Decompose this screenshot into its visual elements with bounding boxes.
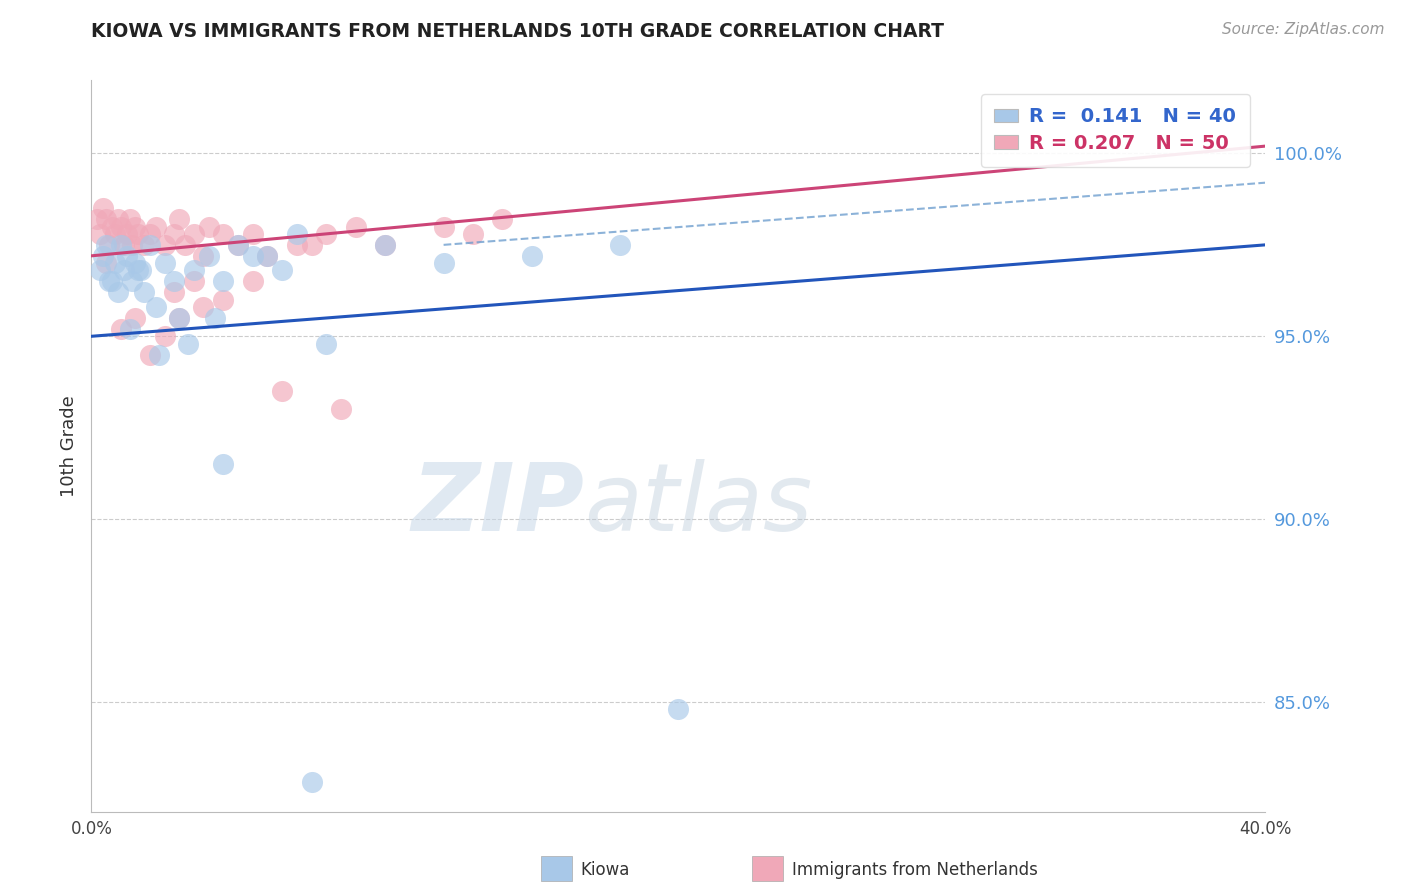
Point xyxy=(162,275,184,289)
Point xyxy=(107,285,129,300)
Text: Immigrants from Netherlands: Immigrants from Netherlands xyxy=(792,861,1038,879)
Point xyxy=(153,238,176,252)
Point xyxy=(374,238,396,252)
Point xyxy=(191,300,214,314)
Point xyxy=(153,329,176,343)
Point xyxy=(315,227,337,241)
Point xyxy=(110,322,132,336)
Point xyxy=(139,227,162,241)
Point xyxy=(204,311,226,326)
Point xyxy=(145,300,167,314)
Point xyxy=(169,311,191,326)
Point xyxy=(374,238,396,252)
Point xyxy=(242,227,264,241)
Point xyxy=(191,249,214,263)
Point xyxy=(134,285,156,300)
Point xyxy=(101,275,124,289)
Point xyxy=(134,238,156,252)
Point xyxy=(183,227,205,241)
Point xyxy=(433,256,456,270)
Point xyxy=(145,219,167,234)
Point xyxy=(197,219,219,234)
Point xyxy=(129,263,152,277)
Point xyxy=(110,219,132,234)
Point xyxy=(101,219,124,234)
Point xyxy=(94,238,117,252)
Point xyxy=(112,238,135,252)
Point xyxy=(183,263,205,277)
Point xyxy=(256,249,278,263)
Point xyxy=(169,212,191,227)
Point xyxy=(91,202,114,216)
Point xyxy=(609,238,631,252)
Point xyxy=(115,227,138,241)
Point xyxy=(329,402,352,417)
Point xyxy=(285,227,308,241)
Point xyxy=(242,249,264,263)
Point xyxy=(212,275,235,289)
Point xyxy=(124,311,146,326)
Point xyxy=(127,263,149,277)
Text: ZIP: ZIP xyxy=(412,458,585,550)
Point xyxy=(89,263,111,277)
Point xyxy=(162,227,184,241)
Point xyxy=(98,275,121,289)
Legend: R =  0.141   N = 40, R = 0.207   N = 50: R = 0.141 N = 40, R = 0.207 N = 50 xyxy=(981,94,1250,167)
Point xyxy=(212,227,235,241)
Point xyxy=(104,227,127,241)
Point xyxy=(127,227,149,241)
Point xyxy=(301,775,323,789)
Point xyxy=(110,238,132,252)
Point xyxy=(666,702,689,716)
Point xyxy=(256,249,278,263)
Text: Kiowa: Kiowa xyxy=(581,861,630,879)
Point xyxy=(148,348,170,362)
Point xyxy=(107,212,129,227)
Point xyxy=(271,263,294,277)
Point xyxy=(169,311,191,326)
Point xyxy=(121,275,143,289)
Point xyxy=(98,238,121,252)
Point xyxy=(226,238,249,252)
Point xyxy=(183,275,205,289)
Point xyxy=(491,212,513,227)
Point xyxy=(86,212,108,227)
Text: Source: ZipAtlas.com: Source: ZipAtlas.com xyxy=(1222,22,1385,37)
Point xyxy=(226,238,249,252)
Point xyxy=(162,285,184,300)
Point xyxy=(177,336,200,351)
Point xyxy=(118,322,141,336)
Point xyxy=(285,238,308,252)
Point xyxy=(89,227,111,241)
Point xyxy=(118,212,141,227)
Point xyxy=(94,212,117,227)
Point xyxy=(139,238,162,252)
Point xyxy=(124,219,146,234)
Text: atlas: atlas xyxy=(585,459,813,550)
Point xyxy=(520,249,543,263)
Point xyxy=(104,256,127,270)
Y-axis label: 10th Grade: 10th Grade xyxy=(59,395,77,497)
Point xyxy=(271,384,294,399)
Point xyxy=(212,458,235,472)
Point xyxy=(153,256,176,270)
Text: KIOWA VS IMMIGRANTS FROM NETHERLANDS 10TH GRADE CORRELATION CHART: KIOWA VS IMMIGRANTS FROM NETHERLANDS 10T… xyxy=(91,22,945,41)
Point xyxy=(115,249,138,263)
Point xyxy=(315,336,337,351)
Point xyxy=(112,263,135,277)
Point xyxy=(124,256,146,270)
Point xyxy=(242,275,264,289)
Point xyxy=(94,256,117,270)
Point xyxy=(212,293,235,307)
Point xyxy=(174,238,197,252)
Point xyxy=(301,238,323,252)
Point xyxy=(433,219,456,234)
Point xyxy=(461,227,484,241)
Point xyxy=(139,348,162,362)
Point xyxy=(344,219,367,234)
Point xyxy=(121,238,143,252)
Point xyxy=(91,249,114,263)
Point xyxy=(197,249,219,263)
